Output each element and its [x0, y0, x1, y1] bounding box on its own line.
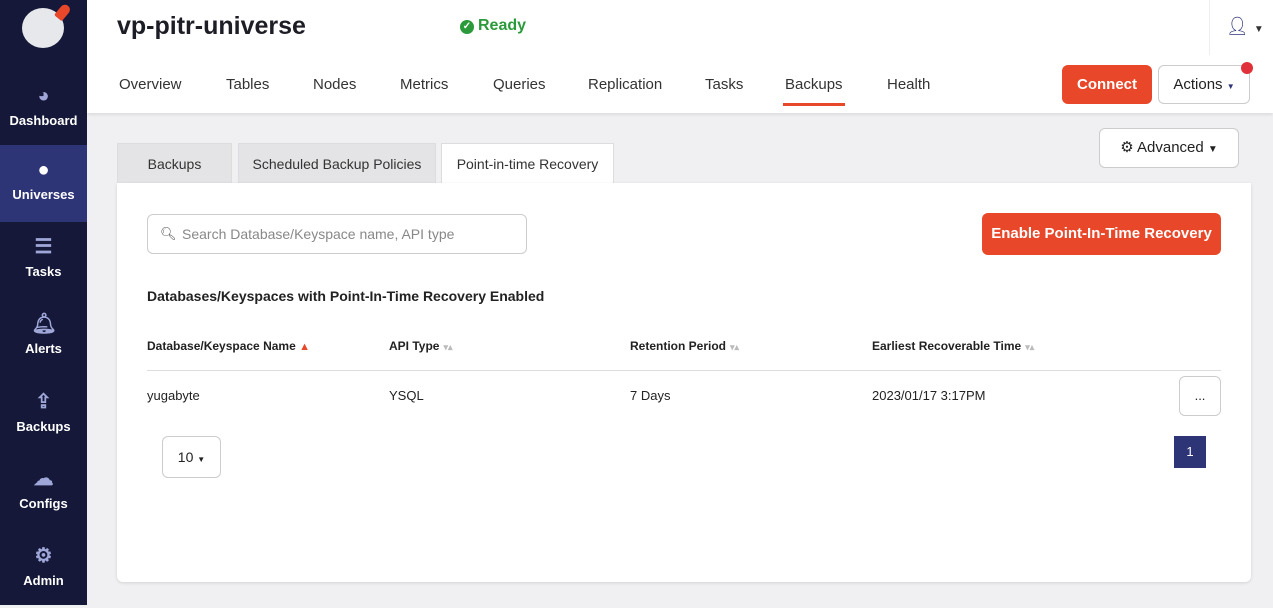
- page-button-1[interactable]: 1: [1174, 436, 1206, 468]
- header: vp-pitr-universe ✓ Ready Overview Tables …: [87, 0, 1273, 113]
- sidebar-item-configs[interactable]: ☁ Configs: [19, 468, 68, 511]
- sidebar-item-tasks[interactable]: ☰ Tasks: [25, 236, 62, 279]
- tab-nodes[interactable]: Nodes: [313, 76, 357, 93]
- enable-pitr-button[interactable]: Enable Point-In-Time Recovery: [982, 213, 1221, 255]
- gear-icon: ⚙: [1120, 139, 1134, 156]
- column-header-name[interactable]: Database/Keyspace Name ▲: [147, 339, 310, 353]
- caret-down-icon: ▼: [1253, 24, 1264, 35]
- sort-icon: ▾▴: [730, 342, 740, 352]
- list-icon: ☰: [34, 236, 53, 258]
- sort-icon: ▾▴: [1025, 342, 1035, 352]
- subtab-backups[interactable]: Backups: [117, 143, 232, 183]
- tab-queries[interactable]: Queries: [493, 76, 546, 93]
- user-icon: 👤︎: [1226, 16, 1249, 36]
- divider: [1209, 0, 1210, 55]
- tab-tasks[interactable]: Tasks: [705, 76, 744, 93]
- tab-tables[interactable]: Tables: [226, 76, 270, 93]
- column-header-earliest-time[interactable]: Earliest Recoverable Time ▾▴: [872, 339, 1035, 353]
- tab-health[interactable]: Health: [887, 76, 931, 93]
- sidebar-item-alerts[interactable]: 🔔︎ Alerts: [25, 313, 62, 356]
- dashboard-icon: ◕: [37, 85, 50, 107]
- tab-metrics[interactable]: Metrics: [400, 76, 449, 93]
- divider: [147, 370, 1221, 371]
- section-title: Databases/Keyspaces with Point-In-Time R…: [147, 288, 545, 304]
- logo[interactable]: [22, 8, 64, 48]
- tab-overview[interactable]: Overview: [119, 76, 182, 93]
- sidebar-item-admin[interactable]: ⚙ Admin: [23, 545, 64, 588]
- sort-asc-icon: ▲: [299, 341, 310, 353]
- advanced-button[interactable]: ⚙ Advanced ▼: [1099, 128, 1239, 168]
- cloud-upload-icon: ☁: [33, 468, 54, 490]
- upload-icon: ⇪: [35, 391, 52, 413]
- column-header-api-type[interactable]: API Type ▾▴: [389, 339, 453, 353]
- caret-down-icon: ▼: [197, 455, 206, 464]
- sidebar-item-universes[interactable]: ● Universes: [0, 145, 87, 222]
- search-input[interactable]: 🔍︎ Search Database/Keyspace name, API typ…: [147, 214, 527, 254]
- column-header-retention[interactable]: Retention Period ▾▴: [630, 339, 740, 353]
- user-menu[interactable]: 👤︎ ▼: [1226, 16, 1264, 37]
- pitr-panel: 🔍︎ Search Database/Keyspace name, API typ…: [117, 183, 1251, 582]
- notification-dot: [1241, 62, 1253, 74]
- search-icon: 🔍︎: [160, 226, 177, 241]
- cell-name: yugabyte: [147, 388, 200, 403]
- sidebar-item-backups[interactable]: ⇪ Backups: [16, 391, 71, 434]
- cell-earliest-time: 2023/01/17 3:17PM: [872, 388, 986, 403]
- actions-button[interactable]: Actions ▼: [1158, 65, 1250, 104]
- page-size-select[interactable]: 10 ▼: [162, 436, 221, 478]
- sort-icon: ▾▴: [443, 342, 453, 352]
- globe-icon: ●: [37, 159, 50, 181]
- cell-retention: 7 Days: [630, 388, 671, 403]
- row-actions-button[interactable]: ...: [1179, 376, 1221, 416]
- caret-down-icon: ▼: [1226, 82, 1235, 91]
- caret-down-icon: ▼: [1207, 144, 1218, 155]
- status-badge: ✓ Ready: [460, 17, 526, 35]
- cell-api-type: YSQL: [389, 388, 424, 403]
- tab-replication[interactable]: Replication: [588, 76, 663, 93]
- page-title: vp-pitr-universe: [117, 12, 306, 40]
- gear-icon: ⚙: [34, 545, 53, 567]
- sidebar-item-dashboard[interactable]: ◕ Dashboard: [9, 85, 78, 128]
- subtab-scheduled-policies[interactable]: Scheduled Backup Policies: [238, 143, 436, 183]
- tab-backups[interactable]: Backups: [783, 76, 845, 106]
- connect-button[interactable]: Connect: [1062, 65, 1152, 104]
- check-circle-icon: ✓: [460, 20, 474, 34]
- subtab-pitr[interactable]: Point-in-time Recovery: [441, 143, 614, 184]
- bell-icon: 🔔︎: [31, 313, 57, 335]
- sidebar: ◕ Dashboard ● Universes ☰ Tasks 🔔︎ Alerts ⇪ B…: [0, 0, 87, 605]
